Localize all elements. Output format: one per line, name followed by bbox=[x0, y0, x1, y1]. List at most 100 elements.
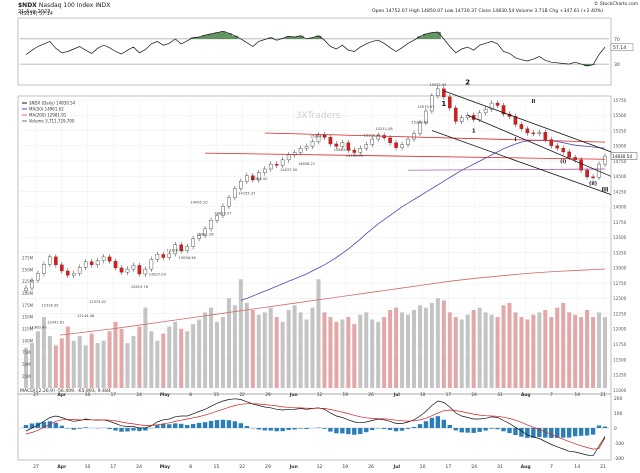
volume-bar bbox=[322, 312, 327, 388]
macd-histogram-bar bbox=[262, 428, 267, 431]
macd-histogram-bar bbox=[501, 428, 506, 432]
candle-body bbox=[513, 116, 518, 125]
candle-body bbox=[149, 259, 154, 270]
candle-body bbox=[555, 145, 560, 149]
macd-histogram-bar bbox=[561, 428, 566, 438]
time-tick-mid: 19 bbox=[343, 392, 349, 398]
volume-bar bbox=[394, 307, 399, 388]
volume-bar bbox=[340, 319, 345, 388]
macd-histogram-bar bbox=[226, 420, 232, 428]
macd-histogram-bar bbox=[370, 428, 375, 431]
macd-signal-line bbox=[25, 403, 606, 450]
time-tick-mid: May bbox=[160, 392, 170, 398]
volume-bar bbox=[507, 302, 512, 388]
time-tick-bottom: 17 bbox=[110, 464, 116, 470]
macd-histogram-bar bbox=[113, 428, 118, 431]
price-tick: 12500 bbox=[613, 296, 627, 301]
price-tick: 14750 bbox=[613, 159, 627, 164]
volume-bar bbox=[477, 307, 482, 388]
volume-bar bbox=[35, 331, 40, 388]
macd-histogram-bar bbox=[208, 420, 214, 428]
macd-histogram-bar bbox=[513, 428, 518, 436]
candle-body bbox=[30, 279, 34, 289]
time-tick-bottom: 17 bbox=[445, 464, 451, 470]
volume-bar bbox=[411, 310, 416, 388]
price-annotation: 14005.20 bbox=[191, 201, 209, 205]
rsi-value-tag-box bbox=[610, 43, 634, 51]
candle-body bbox=[543, 132, 548, 140]
macd-histogram-bar bbox=[459, 428, 464, 433]
macd-histogram-bar bbox=[274, 428, 279, 432]
volume-bar bbox=[77, 336, 82, 388]
volume-bar bbox=[519, 317, 524, 388]
rsi-overbought-fill bbox=[297, 35, 304, 39]
volume-bars bbox=[24, 279, 607, 388]
volume-bar bbox=[561, 302, 566, 388]
macd-histogram-bar bbox=[232, 421, 238, 428]
candle-body bbox=[430, 95, 434, 112]
price-annotation: 14638.21 bbox=[298, 162, 315, 166]
candle-body bbox=[54, 256, 58, 266]
wave-label: (ii) bbox=[589, 181, 597, 187]
price-annotation: 11960.40 bbox=[29, 325, 47, 329]
price-tick: 15250 bbox=[613, 128, 627, 133]
volume-bar bbox=[131, 336, 136, 388]
price-tick: 13250 bbox=[613, 250, 627, 255]
macd-tick: 100 bbox=[614, 411, 623, 417]
candle-body bbox=[406, 138, 410, 145]
candle-body bbox=[239, 180, 243, 189]
time-tick-bottom: 21 bbox=[600, 464, 606, 470]
time-tick-mid: 8 bbox=[189, 392, 192, 398]
candle-body bbox=[483, 108, 488, 114]
candle-body bbox=[340, 142, 345, 147]
legend-entry: MA(200) 12981.91 bbox=[29, 113, 67, 118]
candle-body bbox=[119, 267, 124, 273]
macd-histogram-bar bbox=[447, 425, 453, 428]
volume-bar bbox=[316, 279, 321, 388]
time-tick-bottom: May bbox=[160, 464, 171, 470]
volume-bar bbox=[232, 305, 237, 388]
candle-body bbox=[376, 135, 380, 140]
macd-histogram-bar bbox=[519, 428, 524, 437]
time-tick-mid: 7 bbox=[550, 392, 553, 398]
price-tick: 14000 bbox=[613, 205, 627, 210]
time-tick-mid: 29 bbox=[265, 392, 271, 398]
rsi-series: 70 30 57.14 bbox=[20, 30, 634, 68]
volume-bar bbox=[173, 321, 178, 388]
candle-body bbox=[107, 256, 112, 262]
macd-histogram-bar bbox=[178, 423, 184, 428]
macd-histogram-bar bbox=[435, 416, 441, 428]
volume-bar bbox=[447, 312, 452, 388]
macd-histogram-bar bbox=[417, 424, 423, 428]
macd-histogram-bar bbox=[387, 428, 393, 430]
macd-histogram-bar bbox=[304, 428, 309, 430]
macd-histogram-bar bbox=[280, 428, 285, 432]
volume-bar bbox=[352, 324, 357, 388]
macd-histogram-bar bbox=[202, 422, 208, 428]
volume-bar bbox=[71, 340, 76, 388]
price-tick: 14250 bbox=[613, 189, 627, 194]
volume-bar bbox=[585, 310, 590, 388]
rsi-overbought-fill bbox=[422, 33, 429, 39]
candle-body bbox=[137, 265, 142, 275]
rsi-overbought-fill bbox=[267, 37, 274, 39]
macd-histogram-bar bbox=[483, 428, 488, 431]
price-annotation: 12316.39 bbox=[41, 304, 59, 308]
candle-body bbox=[48, 256, 52, 265]
macd-histogram-bar bbox=[411, 426, 417, 428]
candle-body bbox=[274, 163, 279, 166]
horizontal-level-line bbox=[408, 168, 606, 171]
candle-body bbox=[400, 144, 404, 148]
rsi-label: RSI(14) 57.14 bbox=[20, 11, 53, 17]
macd-histogram-bar bbox=[173, 423, 178, 428]
volume-bar bbox=[95, 343, 100, 388]
volume-bar bbox=[406, 314, 411, 388]
candle-body bbox=[245, 175, 249, 182]
candle-body bbox=[251, 175, 255, 181]
price-tick: 13000 bbox=[613, 266, 627, 271]
macd-histogram-bar bbox=[322, 428, 327, 429]
volume-tick: 200M bbox=[22, 291, 34, 296]
time-tick-bottom: 27 bbox=[33, 464, 39, 470]
volume-bar bbox=[220, 317, 225, 388]
time-tick-mid: Jul bbox=[393, 392, 401, 398]
